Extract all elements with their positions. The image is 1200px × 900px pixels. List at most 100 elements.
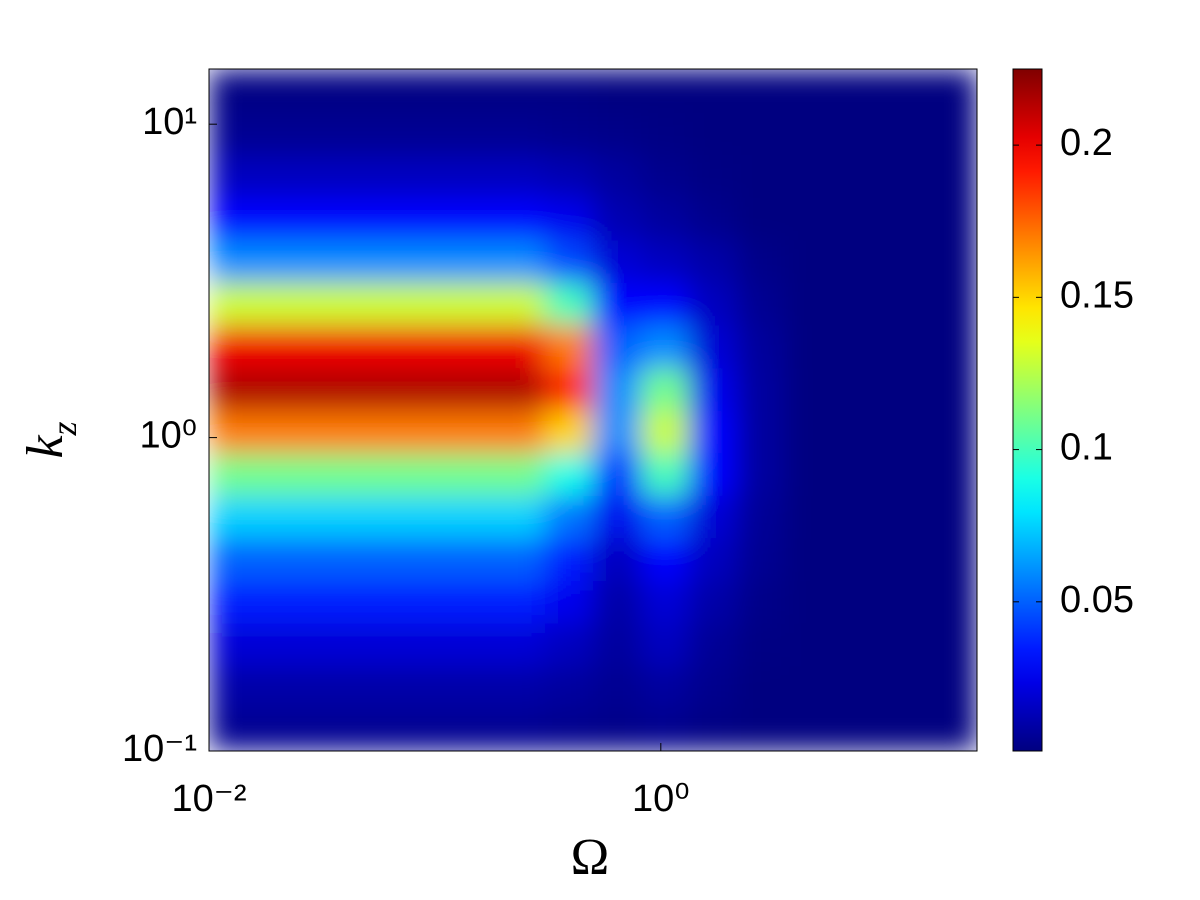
- heatmap-cell: [929, 665, 978, 709]
- heatmap-cell: [881, 154, 930, 198]
- heatmap-cell: [256, 708, 306, 752]
- heatmap-cell: [544, 495, 594, 539]
- heatmap-cell: [304, 580, 354, 624]
- heatmap: [209, 69, 978, 752]
- heatmap-cell: [688, 537, 738, 581]
- y-axis-label-subscript: z: [44, 421, 84, 436]
- heatmap-cell: [256, 623, 306, 667]
- heatmap-cell: [832, 367, 882, 412]
- heatmap-cell: [401, 580, 450, 624]
- heatmap-cell: [736, 665, 786, 709]
- heatmap-cell: [688, 452, 738, 496]
- heatmap-cell: [496, 537, 546, 581]
- heatmap-cell: [304, 324, 354, 369]
- heatmap-cell: [353, 324, 402, 369]
- heatmap-cell: [353, 367, 402, 412]
- heatmap-cell: [401, 452, 450, 496]
- heatmap-cell: [881, 410, 930, 454]
- heatmap-cell: [544, 69, 594, 113]
- heatmap-cell: [544, 665, 594, 709]
- heatmap-cell: [401, 154, 450, 198]
- heatmap-cell: [353, 69, 402, 113]
- heatmap-cell: [353, 112, 402, 156]
- heatmap-cell: [929, 197, 978, 241]
- heatmap-cell: [640, 282, 690, 326]
- heatmap-cell: [496, 410, 546, 454]
- heatmap-cell: [544, 410, 594, 454]
- y-tick-label: 10⁻¹: [122, 728, 197, 770]
- heatmap-cell: [256, 367, 306, 412]
- heatmap-cell: [353, 410, 402, 454]
- heatmap-cell: [832, 154, 882, 198]
- heatmap-cell: [209, 197, 258, 241]
- heatmap-cell: [496, 282, 546, 326]
- heatmap-cell: [593, 112, 642, 156]
- heatmap-cell: [832, 410, 882, 454]
- heatmap-cell: [593, 367, 642, 412]
- heatmap-cell: [256, 580, 306, 624]
- heatmap-cell: [881, 239, 930, 283]
- heatmap-cell: [640, 580, 690, 624]
- heatmap-cell: [496, 665, 546, 709]
- heatmap-cell: [496, 112, 546, 156]
- heatmap-cell: [401, 495, 450, 539]
- heatmap-cell: [353, 154, 402, 198]
- heatmap-cell: [449, 324, 498, 369]
- heatmap-cell: [929, 410, 978, 454]
- heatmap-cell: [688, 154, 738, 198]
- heatmap-cell: [496, 367, 546, 412]
- heatmap-cell: [496, 197, 546, 241]
- colorbar-tick-label: 0.05: [1060, 579, 1134, 621]
- heatmap-cell: [304, 197, 354, 241]
- heatmap-cell: [544, 239, 594, 283]
- heatmap-cell: [544, 537, 594, 581]
- heatmap-cell: [688, 367, 738, 412]
- heatmap-cell: [832, 282, 882, 326]
- heatmap-cell: [881, 580, 930, 624]
- heatmap-cell: [449, 623, 498, 667]
- heatmap-cell: [304, 537, 354, 581]
- heatmap-cell: [881, 452, 930, 496]
- heatmap-cell: [640, 623, 690, 667]
- heatmap-cell: [832, 197, 882, 241]
- heatmap-cell: [832, 665, 882, 709]
- heatmap-cell: [785, 282, 834, 326]
- heatmap-cell: [256, 324, 306, 369]
- heatmap-cell: [881, 537, 930, 581]
- heatmap-cell: [256, 154, 306, 198]
- heatmap-cell: [256, 239, 306, 283]
- heatmap-cell: [688, 239, 738, 283]
- heatmap-cell: [353, 197, 402, 241]
- heatmap-cell: [353, 239, 402, 283]
- heatmap-cell: [785, 239, 834, 283]
- heatmap-cell: [353, 623, 402, 667]
- heatmap-cell: [688, 69, 738, 113]
- heatmap-cell: [256, 537, 306, 581]
- heatmap-cell: [304, 708, 354, 752]
- x-tick-label: 10⁰: [632, 778, 690, 820]
- heatmap-cell: [785, 367, 834, 412]
- heatmap-cell: [688, 495, 738, 539]
- plot-frame: [208, 68, 978, 752]
- heatmap-cell: [929, 154, 978, 198]
- heatmap-cell: [304, 282, 354, 326]
- colorbar-tick-label: 0.2: [1060, 122, 1113, 164]
- heatmap-cell: [353, 282, 402, 326]
- heatmap-cell: [209, 154, 258, 198]
- heatmap-cell: [640, 197, 690, 241]
- heatmap-cell: [496, 708, 546, 752]
- heatmap-cell: [209, 580, 258, 624]
- heatmap-cell: [304, 452, 354, 496]
- heatmap-cell: [832, 623, 882, 667]
- heatmap-cell: [881, 282, 930, 326]
- heatmap-cell: [640, 367, 690, 412]
- heatmap-cell: [929, 69, 978, 113]
- heatmap-cell: [401, 410, 450, 454]
- heatmap-cell: [736, 452, 786, 496]
- heatmap-cell: [209, 452, 258, 496]
- heatmap-cell: [209, 495, 258, 539]
- colorbar: [1012, 68, 1043, 752]
- heatmap-cell: [593, 580, 642, 624]
- heatmap-cell: [304, 410, 354, 454]
- heatmap-cell: [929, 324, 978, 369]
